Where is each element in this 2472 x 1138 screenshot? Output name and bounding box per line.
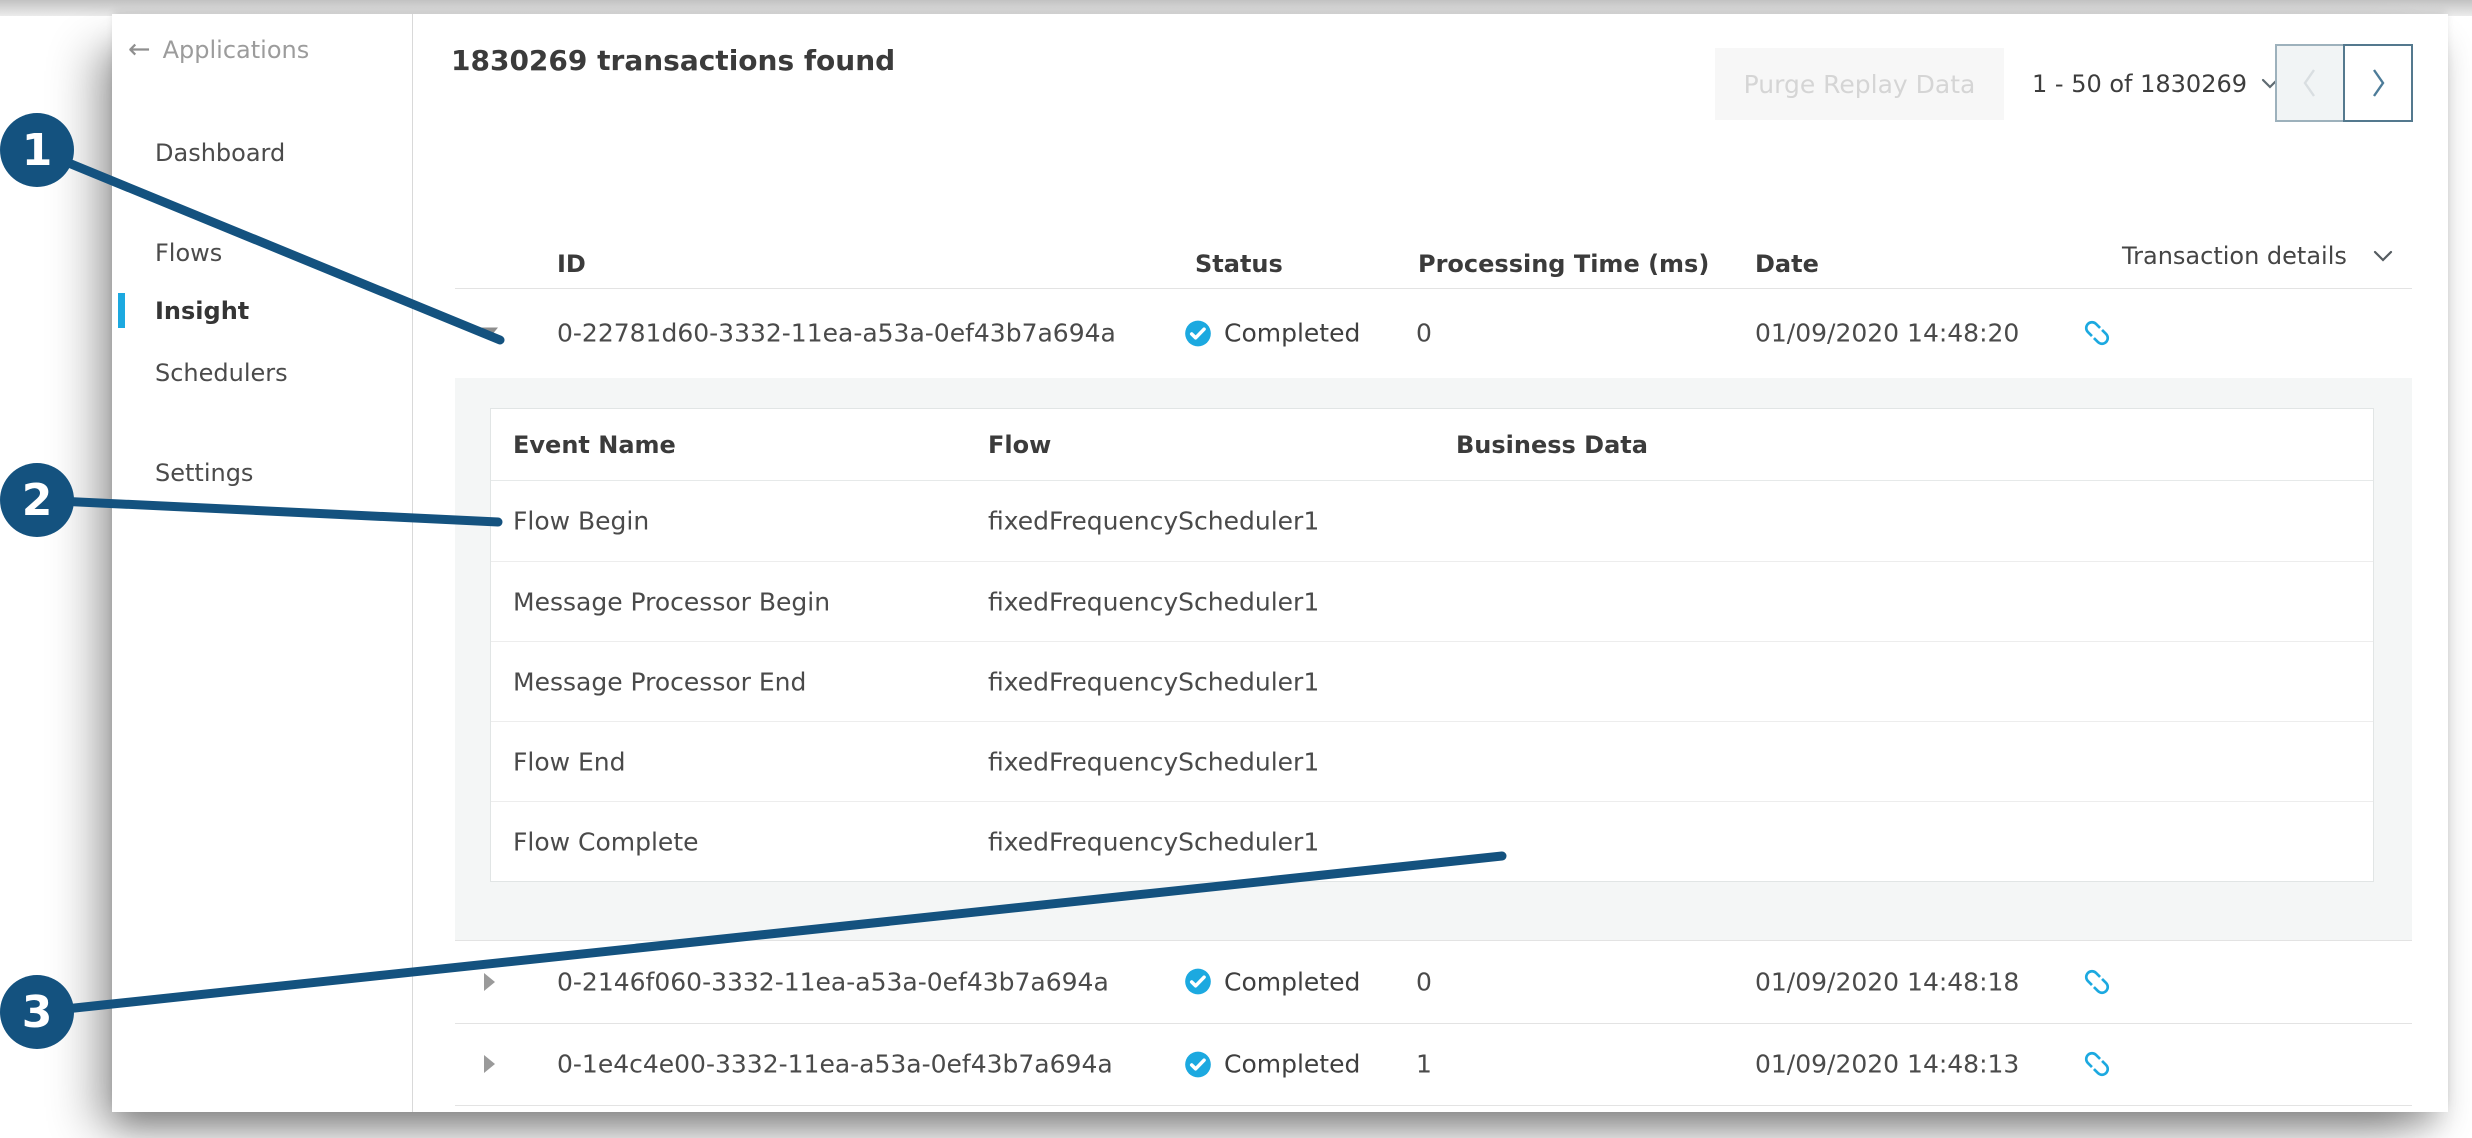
transaction-link-icon[interactable]	[2080, 316, 2114, 350]
callout-badge-2: 2	[0, 463, 74, 537]
sidebar: ← Applications Dashboard Flows Insight S…	[112, 14, 413, 1112]
caret-right-icon	[483, 1055, 495, 1073]
pagination-range-dropdown[interactable]: 1 - 50 of 1830269	[2032, 48, 2279, 120]
back-link-label: Applications	[162, 36, 310, 64]
previous-page-button[interactable]	[2275, 44, 2345, 122]
event-row: Message Processor Begin fixedFrequencySc…	[491, 561, 2373, 642]
check-circle-icon	[1184, 319, 1212, 347]
table-row[interactable]: 0-1e4c4e00-3332-11ea-a53a-0ef43b7a694a C…	[412, 1023, 2448, 1105]
table-row[interactable]: 0-22781d60-3332-11ea-a53a-0ef43b7a694a C…	[412, 288, 2448, 378]
column-header-id: ID	[557, 250, 586, 278]
chevron-down-icon	[2373, 250, 2393, 263]
events-column-event-name: Event Name	[513, 430, 676, 459]
status-badge: Completed	[1224, 967, 1361, 996]
arrow-left-icon: ←	[128, 34, 151, 65]
table-bottom-divider	[455, 1105, 2412, 1106]
transaction-date: 01/09/2020 14:48:18	[1755, 967, 2020, 996]
event-flow: fixedFrequencyScheduler1	[988, 587, 1320, 617]
event-flow: fixedFrequencyScheduler1	[988, 747, 1320, 777]
chevron-left-icon	[2299, 66, 2321, 100]
transaction-link-icon[interactable]	[2080, 965, 2114, 999]
callout-badge-3: 3	[0, 975, 74, 1049]
chevron-right-icon	[2367, 66, 2389, 100]
event-name: Flow Begin	[513, 506, 650, 536]
app-window: ← Applications Dashboard Flows Insight S…	[112, 14, 2448, 1112]
expand-row-toggle[interactable]	[478, 972, 500, 991]
check-circle-icon	[1184, 1050, 1212, 1078]
callout-number: 2	[21, 474, 53, 526]
chevron-down-icon	[2261, 78, 2279, 90]
processing-time-value: 0	[1416, 318, 1432, 348]
event-name: Message Processor Begin	[513, 587, 831, 617]
callout-number: 1	[21, 124, 53, 176]
transaction-date: 01/09/2020 14:48:20	[1755, 318, 2020, 348]
status-cell: Completed	[1184, 967, 1360, 996]
processing-time-value: 0	[1416, 967, 1432, 996]
row-divider	[455, 1023, 2412, 1024]
expand-row-toggle[interactable]	[478, 1055, 500, 1073]
pagination-controls	[2275, 44, 2413, 122]
status-badge: Completed	[1224, 318, 1361, 348]
sidebar-item-flows[interactable]: Flows	[155, 239, 223, 267]
event-flow: fixedFrequencyScheduler1	[988, 827, 1320, 857]
events-column-flow: Flow	[988, 430, 1052, 459]
event-row: Message Processor End fixedFrequencySche…	[491, 641, 2373, 722]
table-header-divider	[455, 288, 2412, 289]
event-row: Flow Complete fixedFrequencyScheduler1	[491, 801, 2373, 882]
pagination-range-label: 1 - 50 of 1830269	[2032, 70, 2248, 98]
page-title: 1830269 transactions found	[451, 44, 896, 77]
status-badge: Completed	[1224, 1049, 1361, 1079]
caret-down-icon	[480, 327, 498, 339]
transaction-id: 0-1e4c4e00-3332-11ea-a53a-0ef43b7a694a	[557, 1049, 1113, 1079]
callout-badge-1: 1	[0, 113, 74, 187]
callout-number: 3	[21, 986, 53, 1038]
transaction-details-label: Transaction details	[2122, 242, 2347, 270]
column-header-date: Date	[1755, 250, 1819, 278]
sidebar-item-schedulers[interactable]: Schedulers	[155, 359, 288, 387]
back-to-applications-link[interactable]: ← Applications	[128, 34, 310, 65]
table-row[interactable]: 0-2146f060-3332-11ea-a53a-0ef43b7a694a C…	[412, 940, 2448, 1023]
event-flow: fixedFrequencyScheduler1	[988, 667, 1320, 697]
expanded-transaction-panel: Event Name Flow Business Data Flow Begin…	[455, 378, 2412, 940]
next-page-button[interactable]	[2343, 44, 2413, 122]
processing-time-value: 1	[1416, 1049, 1432, 1079]
purge-replay-data-button[interactable]: Purge Replay Data	[1715, 48, 2004, 120]
event-row: Flow Begin fixedFrequencyScheduler1	[491, 481, 2373, 561]
transaction-details-dropdown[interactable]: Transaction details	[2122, 242, 2393, 270]
sidebar-item-settings[interactable]: Settings	[155, 459, 254, 487]
transaction-date: 01/09/2020 14:48:13	[1755, 1049, 2020, 1079]
transaction-link-icon[interactable]	[2080, 1047, 2114, 1081]
sidebar-item-dashboard[interactable]: Dashboard	[155, 139, 286, 167]
event-row: Flow End fixedFrequencyScheduler1	[491, 721, 2373, 802]
sidebar-item-insight[interactable]: Insight	[155, 297, 250, 325]
event-flow: fixedFrequencyScheduler1	[988, 506, 1320, 536]
caret-right-icon	[483, 972, 495, 991]
status-cell: Completed	[1184, 319, 1360, 348]
collapse-row-toggle[interactable]	[478, 327, 500, 339]
event-name: Flow Complete	[513, 827, 699, 857]
window-shadow-band	[0, 0, 2472, 16]
transaction-id: 0-2146f060-3332-11ea-a53a-0ef43b7a694a	[557, 967, 1109, 996]
events-column-business-data: Business Data	[1456, 430, 1648, 459]
event-name: Flow End	[513, 747, 626, 777]
column-header-processing-time: Processing Time (ms)	[1418, 250, 1710, 278]
status-cell: Completed	[1184, 1050, 1360, 1079]
check-circle-icon	[1184, 968, 1212, 996]
event-name: Message Processor End	[513, 667, 807, 697]
transaction-id: 0-22781d60-3332-11ea-a53a-0ef43b7a694a	[557, 318, 1116, 348]
column-header-status: Status	[1195, 250, 1283, 278]
active-nav-indicator	[118, 293, 125, 328]
events-table: Event Name Flow Business Data Flow Begin…	[490, 408, 2374, 882]
events-table-header: Event Name Flow Business Data	[491, 409, 2373, 481]
